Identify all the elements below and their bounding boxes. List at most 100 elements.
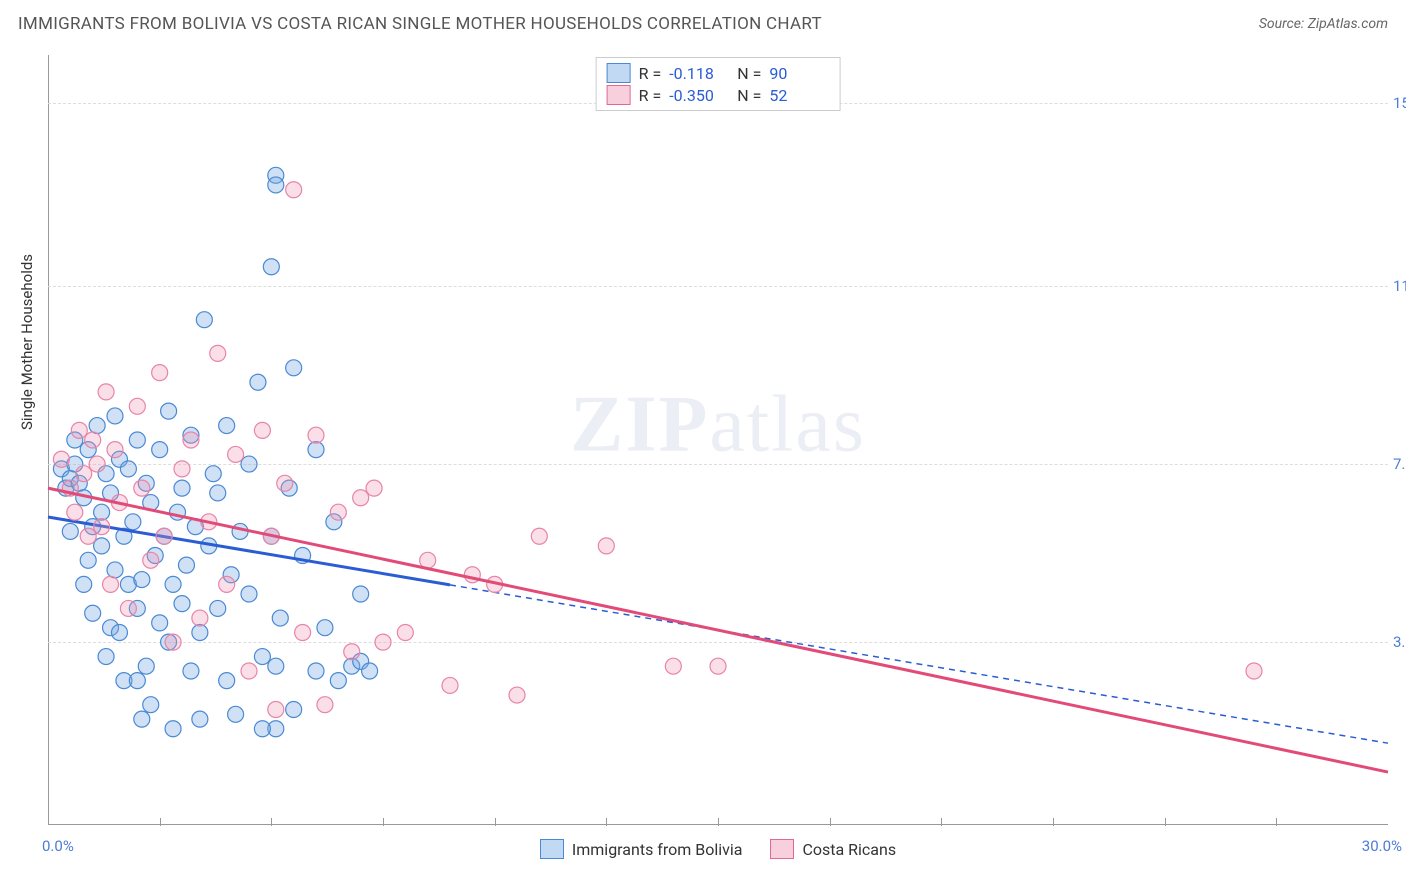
r-label: R = <box>639 86 662 105</box>
data-point <box>152 442 168 458</box>
data-point <box>94 504 110 520</box>
data-point <box>80 528 96 544</box>
legend-stats-row: R = -0.118 N = 90 <box>607 62 830 84</box>
data-point <box>129 673 145 689</box>
data-point <box>308 427 324 443</box>
data-point <box>85 432 101 448</box>
data-point <box>210 345 226 361</box>
legend-swatch <box>607 63 631 83</box>
data-point <box>80 552 96 568</box>
r-value: -0.350 <box>669 86 729 105</box>
n-label: N = <box>737 64 761 83</box>
data-point <box>134 572 150 588</box>
legend-item: Costa Ricans <box>770 839 896 859</box>
data-point <box>330 673 346 689</box>
data-point <box>98 649 114 665</box>
legend-item: Immigrants from Bolivia <box>540 839 743 859</box>
data-point <box>295 625 311 641</box>
data-point <box>353 586 369 602</box>
data-point <box>286 702 302 718</box>
data-point <box>192 610 208 626</box>
y-tick: 11.2% <box>1393 277 1406 295</box>
data-point <box>710 658 726 674</box>
data-point <box>509 687 525 703</box>
data-point <box>286 182 302 198</box>
chart-title: IMMIGRANTS FROM BOLIVIA VS COSTA RICAN S… <box>18 14 822 34</box>
data-point <box>286 360 302 376</box>
data-point <box>330 504 346 520</box>
data-point <box>272 610 288 626</box>
data-point <box>205 466 221 482</box>
scatter-svg <box>48 55 1388 825</box>
data-point <box>53 451 69 467</box>
data-point <box>129 432 145 448</box>
data-point <box>89 418 105 434</box>
legend-swatch <box>607 85 631 105</box>
data-point <box>210 600 226 616</box>
r-label: R = <box>639 64 662 83</box>
data-point <box>120 461 136 477</box>
data-point <box>183 432 199 448</box>
data-point <box>353 490 369 506</box>
legend-swatch <box>540 839 564 859</box>
data-point <box>165 721 181 737</box>
legend-stats: R = -0.118 N = 90 R = -0.350 N = 52 <box>596 57 841 111</box>
data-point <box>219 576 235 592</box>
data-point <box>196 312 212 328</box>
data-point <box>76 466 92 482</box>
data-point <box>366 480 382 496</box>
data-point <box>362 663 378 679</box>
data-point <box>254 721 270 737</box>
data-point <box>665 658 681 674</box>
data-point <box>174 596 190 612</box>
data-point <box>134 480 150 496</box>
data-point <box>277 475 293 491</box>
data-point <box>442 677 458 693</box>
data-point <box>156 528 172 544</box>
data-point <box>192 711 208 727</box>
data-point <box>241 586 257 602</box>
data-point <box>254 649 270 665</box>
data-point <box>111 625 127 641</box>
data-point <box>62 523 78 539</box>
y-tick: 15.0% <box>1393 94 1406 112</box>
data-point <box>165 576 181 592</box>
y-tick: 7.5% <box>1393 455 1406 473</box>
data-point <box>254 422 270 438</box>
data-point <box>138 658 154 674</box>
data-point <box>268 177 284 193</box>
data-point <box>308 663 324 679</box>
data-point <box>165 634 181 650</box>
data-point <box>107 408 123 424</box>
data-point <box>375 634 391 650</box>
legend-stats-row: R = -0.350 N = 52 <box>607 84 830 106</box>
data-point <box>268 702 284 718</box>
data-point <box>98 384 114 400</box>
n-value: 52 <box>769 86 829 105</box>
data-point <box>85 605 101 621</box>
plot-area: ZIPatlas R = -0.118 N = 90 R = -0.350 N … <box>48 55 1388 825</box>
data-point <box>103 576 119 592</box>
source-label: Source: ZipAtlas.com <box>1259 16 1388 32</box>
data-point <box>178 557 194 573</box>
data-point <box>107 562 123 578</box>
legend-swatch <box>770 839 794 859</box>
data-point <box>143 552 159 568</box>
data-point <box>317 620 333 636</box>
data-point <box>94 538 110 554</box>
data-point <box>174 461 190 477</box>
data-point <box>228 706 244 722</box>
data-point <box>125 514 141 530</box>
data-point <box>228 446 244 462</box>
data-point <box>120 600 136 616</box>
data-point <box>531 528 547 544</box>
n-label: N = <box>737 86 761 105</box>
n-value: 90 <box>769 64 829 83</box>
data-point <box>1246 663 1262 679</box>
data-point <box>129 398 145 414</box>
data-point <box>143 697 159 713</box>
legend-label: Costa Ricans <box>802 840 896 859</box>
data-point <box>317 697 333 713</box>
data-point <box>241 663 257 679</box>
data-point <box>192 625 208 641</box>
